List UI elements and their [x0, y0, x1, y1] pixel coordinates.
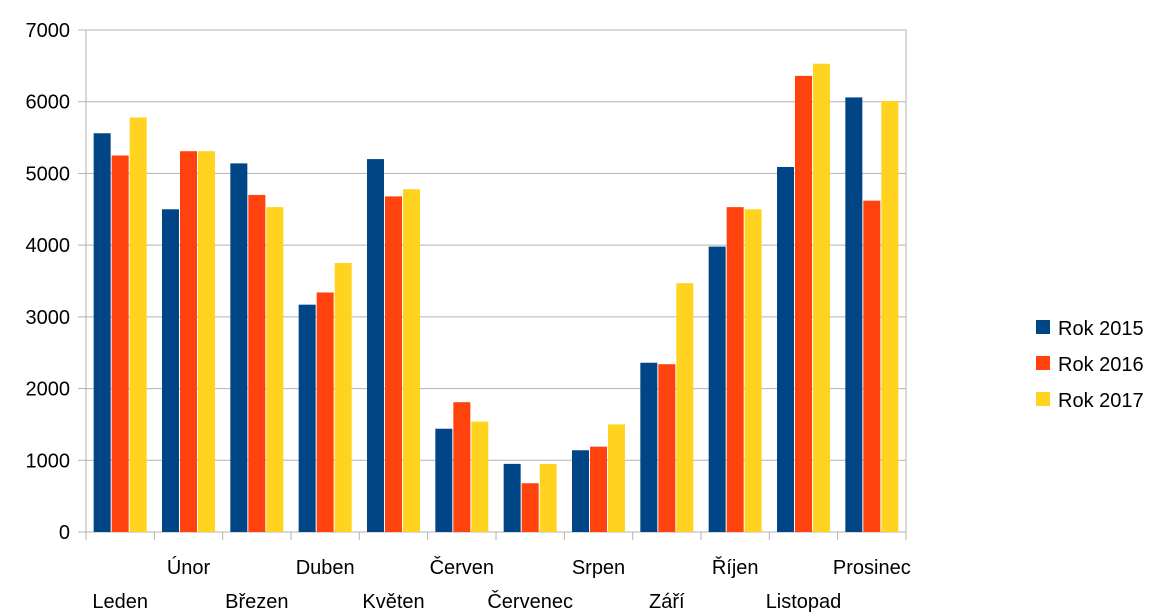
- bar: [334, 263, 352, 532]
- y-tick-label: 4000: [26, 235, 71, 257]
- grid-lines: [85, 29, 907, 533]
- x-tick-label: Prosinec: [833, 557, 911, 579]
- x-axis: Leden Únor Březen Duben Květen Červen Červenec…: [85, 532, 911, 613]
- bar: [795, 75, 812, 532]
- bar: [129, 117, 147, 533]
- bar: [198, 151, 215, 532]
- bar: [367, 159, 384, 533]
- bar: [881, 100, 899, 533]
- bar: [813, 63, 830, 532]
- bar: [93, 133, 111, 533]
- bar: [503, 463, 521, 532]
- x-tick-label: Únor: [167, 556, 211, 579]
- legend-swatch: [1036, 356, 1050, 370]
- bar: [230, 163, 248, 533]
- bar: [676, 283, 694, 532]
- x-tick-label: Srpen: [572, 557, 625, 579]
- bar: [180, 151, 197, 532]
- bar: [435, 428, 453, 532]
- y-axis: 0 1000 2000 3000 4000 5000 6000 7000: [26, 20, 86, 544]
- x-tick-label: Červenec: [487, 590, 573, 613]
- bar: [744, 209, 762, 533]
- bar: [521, 483, 539, 532]
- bar: [539, 463, 557, 532]
- bar: [298, 304, 316, 532]
- bar: [572, 450, 589, 532]
- bar: [777, 166, 794, 532]
- bar: [708, 246, 726, 532]
- x-tick-label: Duben: [296, 557, 355, 579]
- bar: [471, 421, 489, 532]
- bar: [403, 189, 420, 532]
- legend-swatch: [1036, 320, 1050, 334]
- x-tick-label: Říjen: [712, 556, 759, 579]
- bar: [453, 402, 471, 532]
- bar: [658, 364, 676, 532]
- bar: [111, 155, 129, 532]
- bar: [162, 209, 179, 533]
- y-tick-label: 7000: [26, 20, 71, 42]
- legend-label: Rok 2016: [1058, 354, 1144, 376]
- bar: [248, 194, 266, 532]
- x-tick-label: Listopad: [766, 591, 842, 613]
- bar: [640, 362, 658, 532]
- y-tick-label: 5000: [26, 163, 71, 185]
- x-tick-label: Září: [649, 591, 685, 613]
- x-tick-label: Květen: [362, 591, 424, 613]
- y-tick-label: 1000: [26, 450, 71, 472]
- bar: [863, 200, 881, 532]
- y-tick-label: 0: [59, 522, 70, 544]
- y-tick-label: 3000: [26, 307, 71, 329]
- bar: [266, 207, 284, 533]
- x-tick-label: Červen: [430, 556, 494, 579]
- bar: [608, 424, 625, 532]
- x-tick-label: Březen: [225, 591, 288, 613]
- legend-label: Rok 2017: [1058, 390, 1144, 412]
- bar: [316, 292, 334, 532]
- bar: [845, 97, 863, 532]
- bar: [385, 196, 402, 532]
- legend-swatch: [1036, 392, 1050, 406]
- x-tick-label: Leden: [92, 591, 148, 613]
- y-tick-label: 2000: [26, 379, 71, 401]
- bar: [726, 207, 744, 533]
- bar: [590, 446, 607, 532]
- legend-label: Rok 2015: [1058, 318, 1144, 340]
- legend: Rok 2015 Rok 2016 Rok 2017: [1036, 318, 1144, 412]
- y-tick-label: 6000: [26, 92, 71, 114]
- bars: [93, 63, 899, 533]
